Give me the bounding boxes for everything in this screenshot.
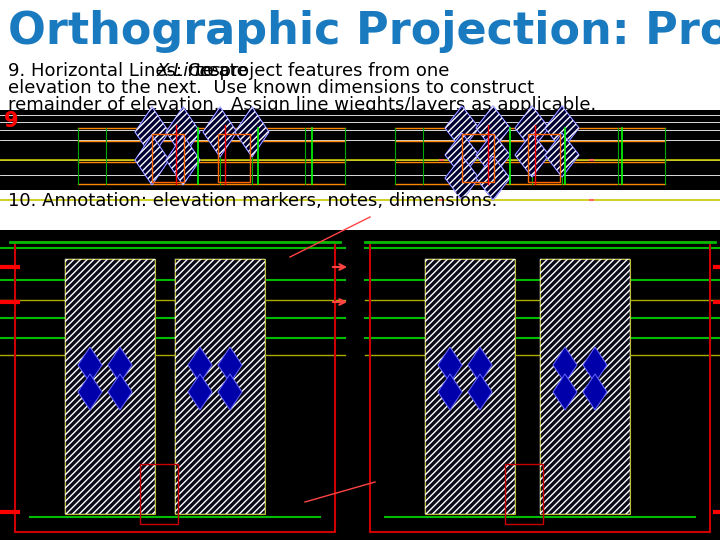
Polygon shape bbox=[476, 156, 510, 200]
Polygon shape bbox=[545, 106, 579, 150]
Text: 9. Horizontal Lines: Create: 9. Horizontal Lines: Create bbox=[8, 62, 253, 80]
Polygon shape bbox=[553, 347, 577, 383]
Polygon shape bbox=[583, 347, 607, 383]
Polygon shape bbox=[218, 374, 242, 410]
Bar bbox=[425, 259, 515, 514]
Text: 9: 9 bbox=[4, 111, 19, 131]
Bar bbox=[0, 110, 720, 190]
Polygon shape bbox=[78, 347, 102, 383]
Polygon shape bbox=[188, 374, 212, 410]
Polygon shape bbox=[468, 347, 492, 383]
Polygon shape bbox=[188, 347, 212, 383]
Bar bbox=[152, 134, 184, 182]
Polygon shape bbox=[235, 107, 269, 157]
Polygon shape bbox=[135, 135, 169, 185]
Polygon shape bbox=[545, 133, 579, 177]
Polygon shape bbox=[583, 374, 607, 410]
Bar bbox=[140, 464, 178, 524]
Polygon shape bbox=[468, 374, 492, 410]
Polygon shape bbox=[476, 133, 510, 177]
Polygon shape bbox=[135, 107, 169, 157]
Bar bbox=[15, 242, 335, 532]
Polygon shape bbox=[203, 107, 237, 157]
Bar bbox=[0, 190, 720, 230]
Text: to project features from one: to project features from one bbox=[190, 62, 449, 80]
Bar bbox=[540, 259, 630, 514]
Polygon shape bbox=[78, 374, 102, 410]
Bar bbox=[65, 259, 155, 514]
Bar bbox=[218, 134, 250, 182]
Bar bbox=[505, 464, 543, 524]
Polygon shape bbox=[218, 347, 242, 383]
Polygon shape bbox=[108, 374, 132, 410]
Polygon shape bbox=[445, 133, 479, 177]
Polygon shape bbox=[476, 106, 510, 150]
Polygon shape bbox=[166, 107, 200, 157]
Text: remainder of elevation.  Assign line wieghts/layers as applicable.: remainder of elevation. Assign line wieg… bbox=[8, 96, 596, 114]
Text: X-Lines: X-Lines bbox=[157, 62, 221, 80]
Bar bbox=[540, 259, 630, 514]
Polygon shape bbox=[438, 374, 462, 410]
Polygon shape bbox=[515, 106, 549, 150]
Bar bbox=[65, 259, 155, 514]
Polygon shape bbox=[445, 106, 479, 150]
Polygon shape bbox=[166, 135, 200, 185]
Polygon shape bbox=[553, 374, 577, 410]
Polygon shape bbox=[515, 133, 549, 177]
Text: Orthographic Projection: Process: Orthographic Projection: Process bbox=[8, 10, 720, 53]
Bar bbox=[175, 259, 265, 514]
Text: 10. Annotation: elevation markers, notes, dimensions.: 10. Annotation: elevation markers, notes… bbox=[8, 192, 498, 210]
Bar bbox=[175, 259, 265, 514]
Bar bbox=[0, 230, 720, 540]
Bar bbox=[462, 134, 494, 182]
Bar bbox=[425, 259, 515, 514]
Polygon shape bbox=[445, 156, 479, 200]
Bar bbox=[528, 134, 560, 182]
Polygon shape bbox=[108, 347, 132, 383]
Text: elevation to the next.  Use known dimensions to construct: elevation to the next. Use known dimensi… bbox=[8, 79, 534, 97]
Polygon shape bbox=[438, 347, 462, 383]
Bar bbox=[370, 242, 710, 532]
